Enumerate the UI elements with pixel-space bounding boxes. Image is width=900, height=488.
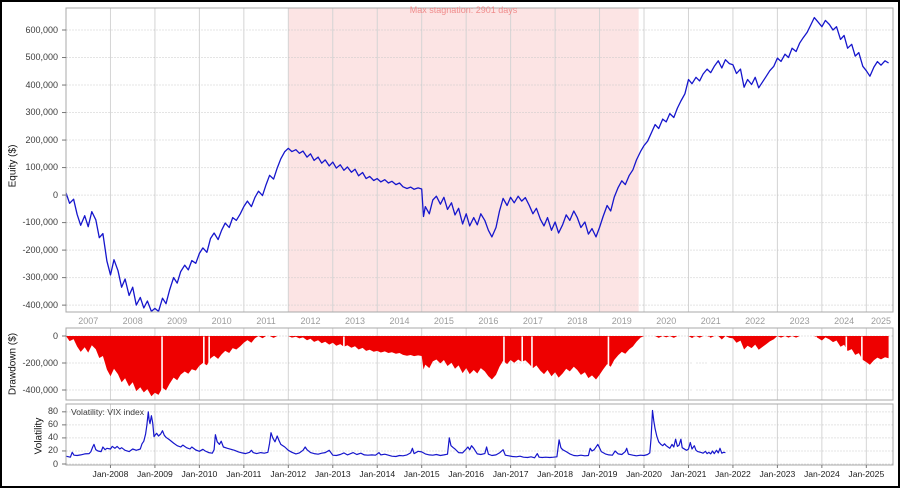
volatility-ytick-label: 20 xyxy=(47,445,58,456)
equity-ytick-label: 600,000 xyxy=(25,24,58,35)
equity-year-label: 2023 xyxy=(789,316,810,326)
equity-year-label: 2013 xyxy=(344,316,366,326)
drawdown-gap xyxy=(693,336,696,399)
equity-ytick-label: 300,000 xyxy=(25,107,58,118)
bottom-month-label: Jan-2024 xyxy=(803,468,840,479)
equity-year-label: 2024 xyxy=(834,316,855,326)
panel-border xyxy=(65,7,894,313)
drawdown-ytick-label: -400,000 xyxy=(22,384,58,395)
panel-border xyxy=(65,327,894,401)
bottom-month-label: Jan-2008 xyxy=(92,468,129,479)
drawdown-gap xyxy=(343,336,345,399)
drawdown-gap xyxy=(815,336,817,399)
drawdown-gap xyxy=(607,336,610,399)
bottom-month-label: Jan-2025 xyxy=(848,468,885,479)
bottom-month-label: Jan-2019 xyxy=(581,468,618,479)
drawdown-gap xyxy=(503,336,505,399)
bottom-month-label: Jan-2013 xyxy=(314,468,351,479)
max-stagnation-label: Max stagnation: 2901 days xyxy=(409,5,518,15)
bottom-month-label: Jan-2012 xyxy=(270,468,307,479)
drawdown-gap xyxy=(521,336,523,399)
volatility-ytick-label: 0 xyxy=(52,458,58,469)
bottom-month-label: Jan-2017 xyxy=(492,468,529,479)
equity-year-label: 2009 xyxy=(167,316,188,326)
equity-year-label: 2011 xyxy=(256,316,276,326)
drawdown-ytick-label: -200,000 xyxy=(22,357,58,368)
drawdown-axis-title: Drawdown ($) xyxy=(7,332,19,396)
vix-line xyxy=(65,409,726,459)
bottom-month-label: Jan-2014 xyxy=(359,468,396,479)
bottom-month-label: Jan-2020 xyxy=(626,468,662,479)
equity-year-label: 2008 xyxy=(122,316,143,326)
drawdown-gap xyxy=(708,336,710,399)
equity-year-label: 2020 xyxy=(656,316,677,326)
bottom-month-label: Jan-2011 xyxy=(226,468,262,479)
bottom-month-label: Jan-2009 xyxy=(137,468,173,479)
drawdown-gap xyxy=(208,336,210,399)
equity-year-label: 2015 xyxy=(433,316,454,326)
panel-border xyxy=(65,403,894,466)
volatility-ytick-label: 60 xyxy=(47,419,58,430)
equity-ytick-label: -200,000 xyxy=(22,244,58,255)
bottom-month-label: Jan-2022 xyxy=(715,468,751,479)
equity-year-label: 2022 xyxy=(745,316,766,326)
bottom-month-label: Jan-2018 xyxy=(537,468,573,479)
vix-legend-label: Volatility: VIX index xyxy=(71,407,145,417)
equity-ytick-label: -300,000 xyxy=(22,272,58,283)
equity-ytick-label: 400,000 xyxy=(25,79,58,90)
equity-ytick-label: 100,000 xyxy=(25,162,58,173)
equity-ytick-label: -400,000 xyxy=(22,299,58,310)
equity-year-label: 2018 xyxy=(567,316,588,326)
equity-year-label: 2012 xyxy=(300,316,321,326)
equity-year-label: 2025 xyxy=(870,316,891,326)
stagnation-region xyxy=(288,8,639,312)
drawdown-area xyxy=(66,336,889,397)
drawdown-gap xyxy=(531,336,533,399)
equity-year-label: 2007 xyxy=(78,316,99,326)
drawdown-gap xyxy=(845,336,848,399)
drawdown-gap xyxy=(861,336,863,399)
equity-axis-title: Equity ($) xyxy=(7,144,19,188)
equity-year-label: 2017 xyxy=(522,316,543,326)
bottom-month-label: Jan-2021 xyxy=(670,468,707,479)
bottom-month-label: Jan-2016 xyxy=(448,468,485,479)
equity-year-label: 2016 xyxy=(478,316,499,326)
equity-year-label: 2010 xyxy=(211,316,232,326)
bottom-month-label: Jan-2015 xyxy=(403,468,440,479)
equity-ytick-label: -100,000 xyxy=(22,217,58,228)
bottom-month-label: Jan-2023 xyxy=(759,468,796,479)
volatility-ytick-label: 40 xyxy=(47,432,58,443)
drawdown-gap xyxy=(203,336,205,399)
volatility-axis-title: Volatility xyxy=(33,417,45,455)
equity-line xyxy=(65,16,889,313)
equity-ytick-label: 500,000 xyxy=(25,52,58,63)
drawdown-gap xyxy=(161,336,163,399)
equity-ytick-label: 200,000 xyxy=(25,134,58,145)
equity-year-label: 2019 xyxy=(611,316,632,326)
volatility-ytick-label: 80 xyxy=(47,406,58,417)
equity-year-label: 2014 xyxy=(389,316,410,326)
equity-year-label: 2021 xyxy=(700,316,721,326)
drawdown-ytick-label: 0 xyxy=(52,330,58,341)
equity-ytick-label: 0 xyxy=(52,189,58,200)
bottom-month-label: Jan-2010 xyxy=(181,468,218,479)
